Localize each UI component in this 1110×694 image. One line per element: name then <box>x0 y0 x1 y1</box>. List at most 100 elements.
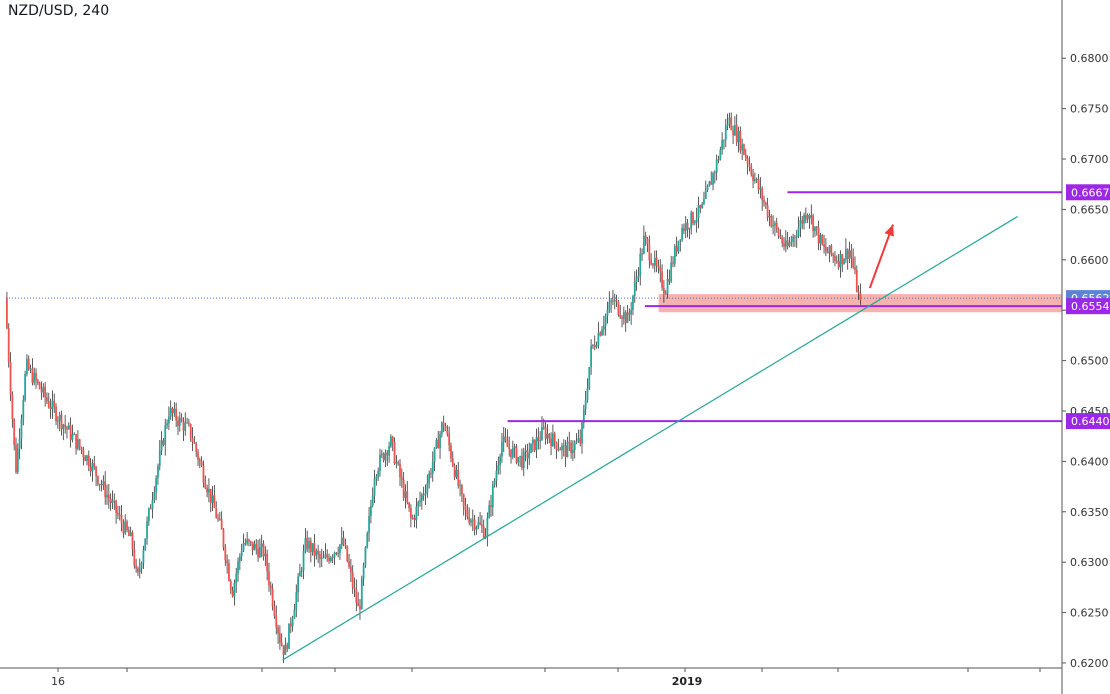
candle-body <box>468 516 471 523</box>
candle-body <box>553 433 556 443</box>
candle-body <box>814 226 816 232</box>
candle-body <box>186 422 188 424</box>
candle-body <box>75 434 77 449</box>
candle-body <box>166 423 168 426</box>
candle-body <box>117 513 119 515</box>
candle-body <box>197 451 199 461</box>
candle-body <box>579 438 582 444</box>
candle-body <box>652 264 654 266</box>
candle-body <box>246 539 249 544</box>
candle-body <box>834 256 836 261</box>
candle-body <box>582 409 585 423</box>
candle-body <box>595 345 598 348</box>
candle-body <box>66 427 68 430</box>
candle-body <box>113 500 116 502</box>
candle-body <box>817 227 820 244</box>
candle-body <box>721 140 724 150</box>
candle-body <box>551 433 554 447</box>
candle-body <box>557 449 560 451</box>
candle-body <box>746 158 749 165</box>
candle-body <box>433 447 436 462</box>
candle-body <box>837 261 840 268</box>
candle-body <box>424 493 427 495</box>
y-tick-label: 0.6500 <box>1070 355 1109 368</box>
candle-body <box>835 260 838 262</box>
candle-body <box>240 550 243 557</box>
candle-body <box>333 552 336 558</box>
candle-body <box>717 159 720 161</box>
candle-body <box>788 242 791 247</box>
candle-body <box>346 546 349 562</box>
candle-body <box>91 463 94 472</box>
candle-body <box>138 568 141 573</box>
candle-body <box>613 300 616 302</box>
candle-body <box>633 281 636 296</box>
candle-body <box>530 443 532 453</box>
candle-body <box>399 463 401 478</box>
candle-body <box>217 517 219 519</box>
candle-body <box>511 447 514 458</box>
candle-body <box>426 483 429 494</box>
candle-body <box>415 506 418 521</box>
candle-body <box>455 469 458 478</box>
candle-body <box>648 244 651 261</box>
candle-body <box>106 494 108 498</box>
candle-body <box>237 561 239 574</box>
candle-body <box>293 609 296 619</box>
candle-body <box>442 422 445 427</box>
candle-body <box>806 214 809 220</box>
candle-body <box>71 434 74 440</box>
candle-body <box>462 494 465 506</box>
candle-body <box>129 532 132 536</box>
candle-body <box>89 466 92 472</box>
candle-body <box>200 461 203 466</box>
candle-body <box>501 442 503 457</box>
candle-body <box>764 202 767 206</box>
candle-body <box>823 244 825 247</box>
candle-body <box>22 399 25 420</box>
candle-body <box>450 445 452 459</box>
candle-body <box>502 436 505 443</box>
candle-body <box>331 557 334 559</box>
candle-body <box>728 117 731 125</box>
candle-body <box>417 502 420 507</box>
candle-body <box>675 246 678 252</box>
candle-body <box>364 547 367 566</box>
candle-body <box>107 494 110 499</box>
candle-body <box>306 538 309 549</box>
candle-body <box>62 424 65 430</box>
candle-body <box>770 215 773 227</box>
candle-body <box>31 368 34 383</box>
candle-body <box>24 373 27 400</box>
candle-body <box>750 166 753 175</box>
candle-body <box>688 228 691 230</box>
candle-body <box>100 483 103 486</box>
candle-body <box>13 419 16 445</box>
candle-body <box>127 530 130 536</box>
candle-body <box>291 618 294 627</box>
candle-body <box>56 420 59 422</box>
candle-body <box>167 416 170 424</box>
candle-body <box>695 218 698 222</box>
candle-body <box>295 592 298 610</box>
level-tag-0.6440-bg <box>1066 413 1110 430</box>
candle-body <box>355 589 358 604</box>
candle-body <box>151 500 154 509</box>
candle-body <box>848 250 851 260</box>
candle-body <box>713 172 716 174</box>
candle-body <box>774 222 776 226</box>
candle-body <box>195 443 198 452</box>
candle-body <box>47 401 50 408</box>
candle-body <box>624 312 627 324</box>
y-tick-label: 0.6250 <box>1070 607 1109 620</box>
candle-body <box>115 500 118 514</box>
candle-body <box>655 257 658 266</box>
candle-body <box>783 243 785 247</box>
candle-body <box>610 300 613 302</box>
candle-body <box>233 582 236 597</box>
candle-body <box>606 310 609 316</box>
candle-body <box>76 439 79 449</box>
candle-body <box>521 455 523 469</box>
y-tick-label: 0.6300 <box>1070 556 1109 569</box>
